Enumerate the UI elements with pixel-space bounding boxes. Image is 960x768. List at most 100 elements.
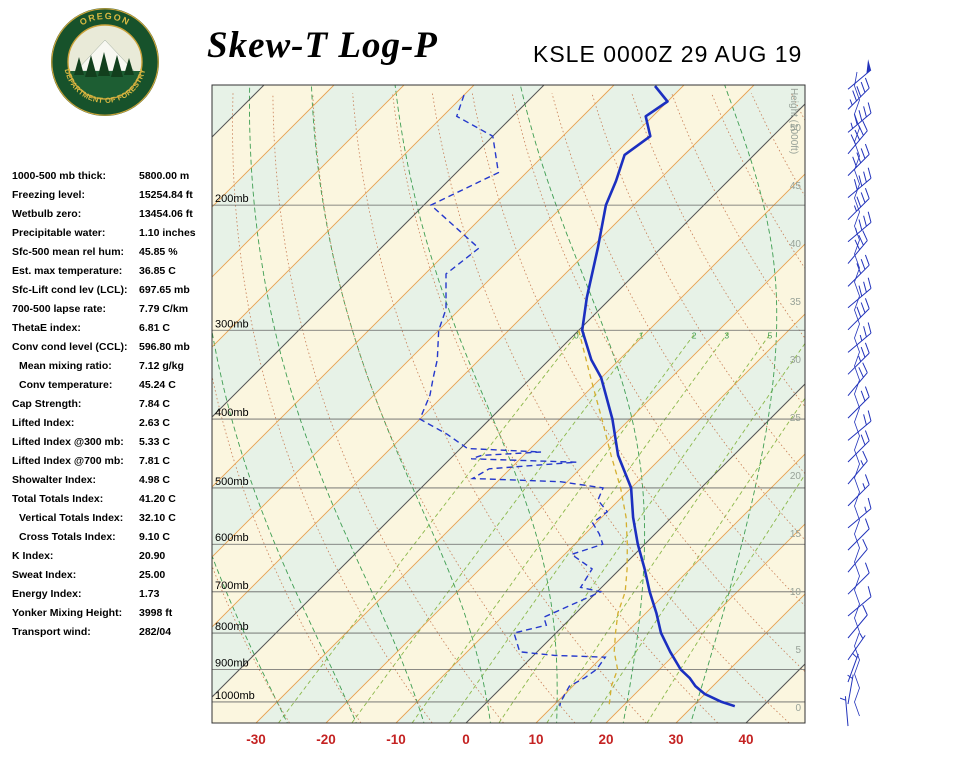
- index-label: Yonker Mixing Height:: [12, 607, 123, 619]
- index-label: Lifted Index @300 mb:: [12, 436, 124, 448]
- index-label: Wetbulb zero:: [12, 208, 82, 220]
- index-row: Sfc-500 mean rel hum: 45.85 %: [12, 243, 218, 262]
- pressure-labels: 200mb 300mb 400mb 500mb 600mb 700mb 800mb 900mb…: [215, 193, 255, 702]
- index-row: Mean mixing ratio: 7.12 g/kg: [12, 357, 218, 376]
- index-row: Cross Totals Index: 9.10 C: [12, 528, 218, 547]
- index-value: 15254.84 ft: [139, 189, 193, 201]
- height-tick-label: 45: [790, 181, 802, 192]
- index-label: ThetaE index:: [12, 322, 81, 334]
- index-value: 32.10 C: [139, 512, 176, 524]
- temp-tick-label: -30: [246, 732, 266, 747]
- height-tick-label: 5: [795, 645, 801, 656]
- index-value: 5800.00 m: [139, 170, 190, 182]
- isotherms: [212, 85, 805, 723]
- pressure-label: 300mb: [215, 318, 249, 330]
- height-tick-label: 0: [795, 703, 801, 714]
- mixing-ratio-label: 2: [692, 330, 697, 340]
- logo-trees: [74, 52, 134, 77]
- height-axis-title: Height (1000ft): [788, 88, 799, 154]
- pressure-label: 800mb: [215, 621, 249, 633]
- index-label: Conv temperature:: [19, 379, 113, 391]
- index-label: Showalter Index:: [12, 474, 97, 486]
- index-label: Mean mixing ratio:: [19, 360, 112, 372]
- index-row: Est. max temperature: 36.85 C: [12, 262, 218, 281]
- temp-tick-label: 10: [528, 732, 543, 747]
- index-label: K Index:: [12, 550, 54, 562]
- index-row: Lifted Index: 2.63 C: [12, 414, 218, 433]
- index-label: Lifted Index:: [12, 417, 75, 429]
- pressure-label: 1000mb: [215, 690, 255, 702]
- index-label: Cap Strength:: [12, 398, 82, 410]
- index-row: Yonker Mixing Height: 3998 ft: [12, 604, 218, 623]
- index-value: 7.12 g/kg: [139, 360, 184, 372]
- temp-tick-label: 20: [598, 732, 613, 747]
- pressure-label: 400mb: [215, 407, 249, 419]
- index-row: 1000-500 mb thick: 5800.00 m: [12, 167, 218, 186]
- index-row: Conv temperature: 45.24 C: [12, 376, 218, 395]
- index-row: Wetbulb zero: 13454.06 ft: [12, 205, 218, 224]
- index-label: Lifted Index @700 mb:: [12, 455, 124, 467]
- index-row: Energy Index: 1.73: [12, 585, 218, 604]
- logo-inner-gold-ring: [67, 24, 143, 100]
- index-value: 25.00: [139, 569, 166, 581]
- index-label: Freezing level:: [12, 189, 85, 201]
- temp-tick-label: -20: [316, 732, 336, 747]
- chart-frame: [211, 84, 806, 724]
- pressure-label: 700mb: [215, 580, 249, 592]
- temperature-trace: [580, 85, 736, 708]
- indices-panel: 1000-500 mb thick: 5800.00 m Freezing leve…: [12, 167, 218, 642]
- height-tick-label: 35: [790, 297, 802, 308]
- index-row: K Index: 20.90: [12, 547, 218, 566]
- pressure-label: 500mb: [215, 476, 249, 488]
- mixing-ratio-label: 0.4: [574, 330, 586, 340]
- mixing-ratio-label: 5: [768, 330, 773, 340]
- height-tick-label: 25: [790, 413, 802, 424]
- index-value: 596.80 mb: [139, 341, 190, 353]
- pressure-label: 900mb: [215, 657, 249, 669]
- index-value: 20.90: [139, 550, 166, 562]
- temp-tick-label: 30: [668, 732, 683, 747]
- temp-tick-label: 0: [462, 732, 470, 747]
- right-edge-trace: [854, 71, 860, 717]
- page-title: Skew-T Log-P: [207, 25, 438, 66]
- mixing-ratio-label: 1: [639, 330, 644, 340]
- height-tick-label: 50: [790, 123, 802, 134]
- index-label: Precipitable water:: [12, 227, 106, 239]
- index-label: Sfc-500 mean rel hum:: [12, 246, 125, 258]
- index-row: Precipitable water: 1.10 inches: [12, 224, 218, 243]
- index-row: Total Totals Index: 41.20 C: [12, 490, 218, 509]
- index-row: Lifted Index @300 mb: 5.33 C: [12, 433, 218, 452]
- index-value: 36.85 C: [139, 265, 176, 277]
- index-row: Vertical Totals Index: 32.10 C: [12, 509, 218, 528]
- index-value: 2.63 C: [139, 417, 170, 429]
- index-label: 1000-500 mb thick:: [12, 170, 106, 182]
- index-value: 3998 ft: [139, 607, 173, 619]
- index-label: Energy Index:: [12, 588, 82, 600]
- index-row: Sweat Index: 25.00: [12, 566, 218, 585]
- wind-barbs: [839, 59, 872, 727]
- pressure-label: 200mb: [215, 193, 249, 205]
- index-row: ThetaE index: 6.81 C: [12, 319, 218, 338]
- index-row: Freezing level: 15254.84 ft: [12, 186, 218, 205]
- index-value: 5.33 C: [139, 436, 170, 448]
- index-label: Conv cond level (CCL):: [12, 341, 128, 353]
- pressure-gridlines: [212, 204, 805, 703]
- index-value: 41.20 C: [139, 493, 176, 505]
- index-row: Lifted Index @700 mb: 7.81 C: [12, 452, 218, 471]
- dewpoint-trace: [419, 94, 609, 707]
- index-row: 700-500 lapse rate: 7.79 C/km: [12, 300, 218, 319]
- index-value: 697.65 mb: [139, 284, 190, 296]
- index-label: Total Totals Index:: [12, 493, 104, 505]
- temp-tick-label: 40: [738, 732, 753, 747]
- dry-adiabats: [212, 93, 805, 723]
- index-value: 7.79 C/km: [139, 303, 189, 315]
- station-id: KSLE 0000Z 29 AUG 19: [533, 41, 803, 67]
- index-row: Sfc-Lift cond lev (LCL): 697.65 mb: [12, 281, 218, 300]
- index-label: Sweat Index:: [12, 569, 77, 581]
- index-label: Est. max temperature:: [12, 265, 123, 277]
- height-tick-label: 30: [790, 355, 802, 366]
- mixing-ratio-label: 3: [724, 330, 729, 340]
- index-value: 7.84 C: [139, 398, 170, 410]
